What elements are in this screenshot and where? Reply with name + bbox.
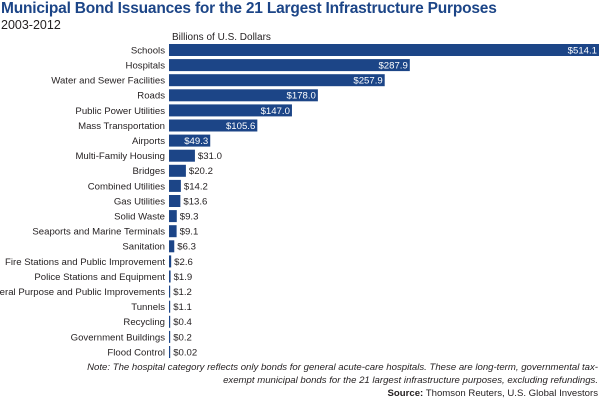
category-label: General Purpose and Public Improvements [0, 287, 165, 298]
bar [169, 195, 181, 207]
bar [169, 179, 181, 192]
bar [169, 44, 599, 56]
category-label: Fire Stations and Public Improvement [5, 257, 165, 268]
category-label: Gas Utilities [114, 196, 165, 207]
category-label: Multi-Family Housing [75, 151, 165, 162]
category-label: Flood Control [107, 347, 165, 358]
value-label: $257.9 [353, 76, 382, 87]
value-label: $514.1 [568, 45, 597, 56]
value-label: $9.3 [180, 212, 199, 223]
bar [169, 119, 258, 132]
value-label: $287.9 [378, 61, 407, 72]
bar [169, 134, 211, 147]
category-label: Tunnels [131, 302, 165, 313]
bar [169, 285, 171, 298]
value-label: $2.6 [174, 257, 193, 268]
category-label: Solid Waste [114, 212, 165, 223]
value-label: $20.2 [189, 166, 213, 177]
footnote: Note: The hospital category reflects onl… [87, 362, 598, 386]
category-label: Schools [131, 45, 165, 56]
category-label: Bridges [132, 166, 165, 177]
category-label: Roads [137, 91, 165, 102]
value-label: $1.9 [174, 272, 193, 283]
chart-subtitle: 2003-2012 [1, 18, 61, 32]
source-label: Source: [387, 388, 424, 399]
bar [169, 59, 410, 72]
value-label: $0.02 [173, 347, 197, 358]
bar [169, 270, 171, 283]
category-label: Recycling [123, 317, 165, 328]
category-label: Mass Transportation [78, 121, 165, 132]
bar [169, 330, 171, 343]
source-line: Source: Thomson Reuters, U.S. Global Inv… [388, 388, 598, 399]
bar [169, 210, 177, 223]
category-label: Combined Utilities [88, 181, 166, 192]
bar [169, 104, 292, 117]
value-label: $1.1 [173, 302, 192, 313]
value-label: $6.3 [177, 242, 196, 253]
value-label: $1.2 [173, 287, 192, 298]
bar [169, 240, 175, 253]
bar [169, 89, 318, 102]
category-label: Government Buildings [71, 332, 166, 343]
bar [169, 74, 385, 87]
bar [169, 346, 171, 358]
value-label: $49.3 [184, 136, 208, 147]
unit-label: Billions of U.S. Dollars [172, 32, 271, 43]
value-label: $0.4 [173, 317, 192, 328]
value-label: $0.2 [173, 332, 192, 343]
value-label: $147.0 [261, 106, 290, 117]
category-label: Hospitals [126, 61, 166, 72]
category-label: Airports [132, 136, 165, 147]
category-label: Public Power Utilities [75, 106, 165, 117]
value-label: $9.1 [180, 227, 199, 238]
category-label: Seaports and Marine Terminals [32, 227, 165, 238]
value-label: $31.0 [198, 151, 222, 162]
value-label: $178.0 [287, 91, 316, 102]
bar [169, 225, 177, 238]
value-label: $13.6 [183, 196, 207, 207]
bar [169, 164, 186, 177]
bar [169, 315, 171, 328]
bar [169, 255, 172, 268]
bar [169, 149, 195, 162]
category-label: Sanitation [122, 242, 165, 253]
source-text: Thomson Reuters, U.S. Global Investors [425, 388, 598, 399]
bar [169, 300, 171, 313]
category-label: Water and Sewer Facilities [51, 76, 165, 87]
category-label: Police Stations and Equipment [34, 272, 165, 283]
value-label: $105.6 [226, 121, 255, 132]
chart-title: Municipal Bond Issuances for the 21 Larg… [1, 0, 497, 17]
value-label: $14.2 [184, 181, 208, 192]
